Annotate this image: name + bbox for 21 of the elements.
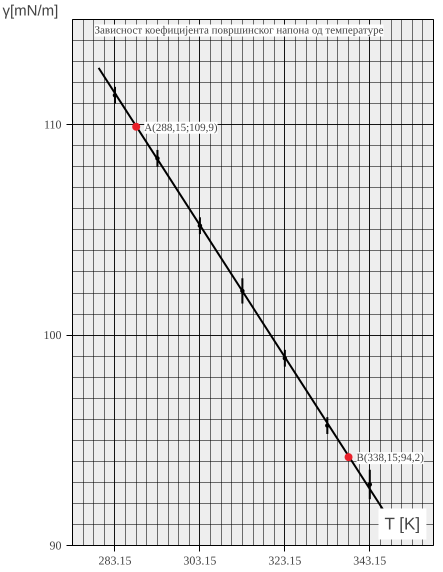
x-axis-title: T [K]: [384, 514, 420, 534]
point: [282, 356, 288, 360]
annotation: B(338,15;94,2): [356, 452, 424, 464]
x-tick-label: 323.15: [268, 554, 302, 568]
point: [344, 453, 353, 462]
point: [198, 223, 202, 228]
y-tick-label: 110: [44, 118, 62, 132]
x-tick-label: 343.15: [353, 554, 386, 568]
point: [325, 423, 330, 428]
point: [155, 156, 160, 161]
text: Зависност коефицијента површинског напона од температуре: [94, 24, 384, 36]
x-tick-label: 283.15: [98, 554, 132, 568]
annotation: A(288,15;109,9): [144, 122, 218, 134]
y-tick-label: 100: [44, 328, 62, 342]
point: [240, 288, 245, 294]
y-tick-label: 90: [50, 538, 62, 552]
x-tick-label: 303.15: [183, 554, 216, 568]
point: [368, 482, 372, 487]
point: [132, 122, 140, 131]
point: [112, 92, 118, 98]
y-axis-title: γ[mN/m]: [2, 2, 58, 20]
